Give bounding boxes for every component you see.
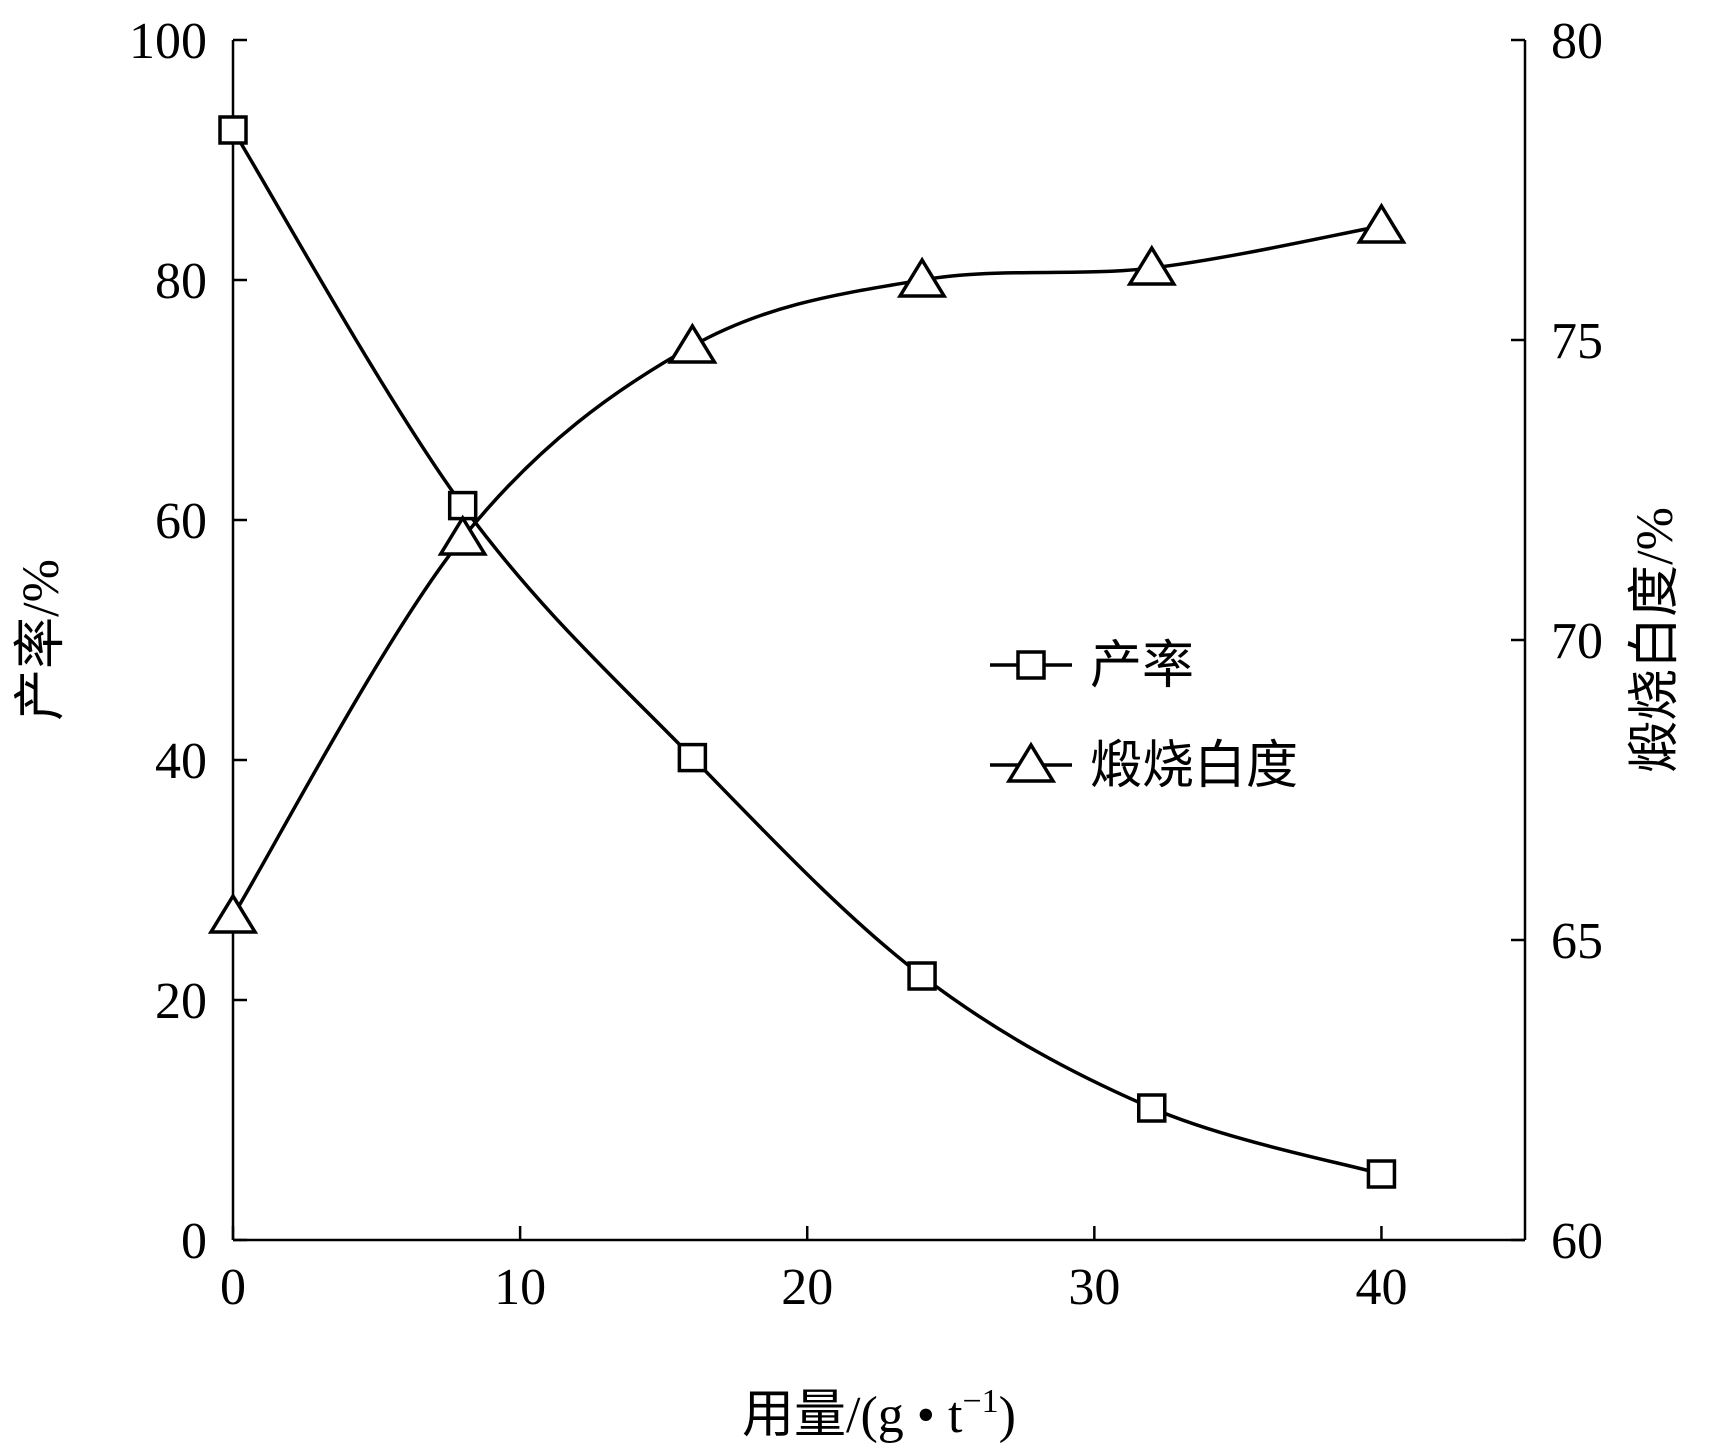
legend-item: 煅烧白度 [990, 738, 1298, 795]
triangle-marker [1356, 202, 1407, 244]
x-tick-label: 40 [1355, 1259, 1407, 1316]
left-y-tick-label: 40 [155, 733, 207, 790]
left-y-tick-label: 80 [155, 253, 207, 310]
triangle-marker [207, 892, 259, 934]
right-y-axis-ticks: 60 65 70 75 80 [1511, 13, 1603, 1270]
triangle-marker [1126, 244, 1177, 286]
left-y-tick-label: 60 [155, 493, 207, 550]
square-marker [1137, 1093, 1167, 1123]
legend-triangle-marker [1005, 741, 1057, 783]
x-tick-label: 0 [220, 1259, 246, 1316]
x-axis-title-superscript: −1 [962, 1383, 998, 1420]
left-y-axis-title: 产率/% [13, 559, 70, 721]
left-y-tick-label: 0 [181, 1213, 207, 1270]
square-marker [218, 115, 248, 145]
right-y-tick-label: 70 [1551, 613, 1603, 670]
triangle-marker [896, 256, 948, 298]
x-axis-ticks: 0 10 20 30 40 [220, 1226, 1407, 1316]
right-y-tick-label: 75 [1551, 313, 1603, 370]
right-y-tick-label: 65 [1551, 913, 1603, 970]
square-marker [1366, 1159, 1397, 1189]
right-y-tick-label: 60 [1551, 1213, 1603, 1270]
x-tick-label: 30 [1068, 1259, 1120, 1316]
legend-square-marker [1016, 650, 1046, 680]
triangle-marker [667, 322, 718, 364]
legend-item: 产率 [990, 638, 1194, 695]
plot-frame [231, 40, 1527, 1242]
triangle-marker [437, 514, 488, 556]
left-y-axis-ticks: 0 20 40 60 80 100 [129, 13, 247, 1270]
right-y-tick-label: 80 [1551, 13, 1603, 70]
x-tick-label: 10 [494, 1259, 546, 1316]
series-whiteness [207, 202, 1407, 934]
left-y-tick-label: 20 [155, 973, 207, 1030]
square-marker [677, 742, 708, 773]
series-layer [207, 115, 1407, 1189]
square-marker [907, 961, 937, 991]
x-tick-label: 20 [781, 1259, 833, 1316]
series-line [231, 224, 1382, 917]
right-y-axis-title: 煅烧白度/% [1627, 507, 1684, 773]
series-yield [218, 115, 1397, 1189]
legend-label: 煅烧白度 [1090, 738, 1298, 795]
legend-label: 产率 [1090, 638, 1194, 695]
x-axis-title: 用量/(g • t−1) [742, 1383, 1016, 1444]
left-y-tick-label: 100 [129, 13, 207, 70]
series-line [231, 129, 1382, 1176]
square-marker [447, 490, 478, 521]
